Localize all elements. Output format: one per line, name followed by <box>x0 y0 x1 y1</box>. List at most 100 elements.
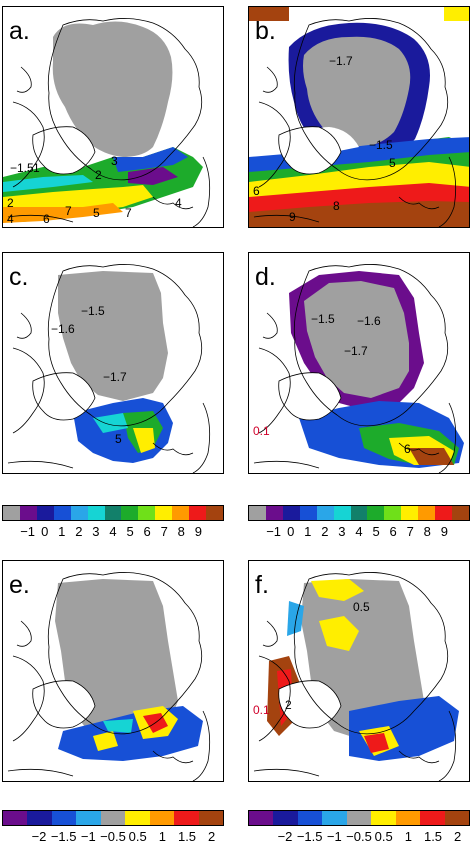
colorbar-swatch <box>316 506 334 520</box>
colorbar-tick-label: 2 <box>321 524 329 539</box>
colorbar-swatch <box>87 506 105 520</box>
map-panel-a: −1.5 1 2 2 3 4 4 5 6 7 7 a. <box>2 6 224 228</box>
contour-label: −1.7 <box>344 344 368 358</box>
contour-label: 5 <box>93 206 100 220</box>
panel-label: d. <box>255 263 276 291</box>
colorbar-swatch <box>121 506 139 520</box>
colorbar-tick-label: 9 <box>440 524 448 539</box>
colorbar-swatch <box>36 506 54 520</box>
colorbar-temperature-right <box>248 505 470 521</box>
colorbar-tick-label: 2 <box>208 829 216 844</box>
colorbar-temperature-left <box>2 505 224 521</box>
colorbar-tick-label: 0.5 <box>374 829 393 844</box>
contour-label: 6 <box>43 212 50 226</box>
colorbar-swatch <box>452 506 469 520</box>
colorbar-swatch <box>70 506 88 520</box>
colorbar-tick-label: 7 <box>406 524 414 539</box>
colorbar-swatch <box>76 811 101 825</box>
colorbar-tick-label: −1 <box>326 829 342 844</box>
colorbar-tick-label: 0.5 <box>128 829 147 844</box>
colorbar-tick-label: 3 <box>338 524 346 539</box>
colorbar-ticks-right: −1 0 1 2 3 4 5 6 7 8 9 <box>248 524 470 540</box>
colorbar-tick-label: 1 <box>304 524 312 539</box>
contour-label: 8 <box>333 199 340 213</box>
contour-label: −1.6 <box>357 314 381 328</box>
colorbar-swatch <box>3 811 28 825</box>
contour-label: 4 <box>175 196 182 210</box>
colorbar-swatch <box>189 506 207 520</box>
contour-label: 5 <box>389 156 396 170</box>
colorbar-tick-label: 2 <box>454 829 462 844</box>
map-panel-d: −1.5 −1.6 −1.7 0.1 6 d. <box>248 252 470 474</box>
colorbar-tick-label: 6 <box>389 524 397 539</box>
colorbar-tick-label: 0 <box>287 524 295 539</box>
colorbar-swatch <box>435 506 453 520</box>
contour-label: −1.5 <box>81 304 105 318</box>
colorbar-tick-label: 8 <box>177 524 185 539</box>
colorbar-tick-label: 4 <box>109 524 117 539</box>
contour-label: 2 <box>285 698 292 712</box>
colorbar-tick-label: −1 <box>80 829 96 844</box>
colorbar-tick-label: 1.5 <box>177 829 197 844</box>
panel-label: b. <box>255 17 276 45</box>
contour-label: 9 <box>289 210 296 224</box>
colorbar-ticks-left: −1 0 1 2 3 4 5 6 7 8 9 <box>2 524 224 540</box>
colorbar-tick-label: 9 <box>194 524 202 539</box>
colorbar-tick-label: 2 <box>75 524 83 539</box>
colorbar-tick-label: 7 <box>160 524 168 539</box>
contour-label: −1.6 <box>51 322 75 336</box>
panel-label: c. <box>9 263 29 291</box>
colorbar-tick-label: 1.5 <box>423 829 443 844</box>
colorbar-swatch <box>206 506 223 520</box>
colorbar-tick-label: 4 <box>355 524 363 539</box>
contour-label: 5 <box>115 432 122 446</box>
contour-label: 6 <box>253 184 260 198</box>
colorbar-swatch <box>282 506 300 520</box>
colorbar-tick-label: 0 <box>41 524 49 539</box>
contour-label: 1 <box>33 161 40 175</box>
colorbar-swatch <box>322 811 347 825</box>
colorbar-swatch <box>172 506 190 520</box>
colorbar-tick-label: −2 <box>277 829 293 844</box>
colorbar-swatch <box>297 811 323 825</box>
colorbar-tick-label: 1 <box>158 829 166 844</box>
colorbar-swatch <box>265 506 283 520</box>
colorbar-swatch <box>273 811 298 825</box>
colorbar-tick-label: 5 <box>126 524 134 539</box>
colorbar-swatch <box>138 506 156 520</box>
map-panel-e: e. <box>2 560 224 782</box>
contour-label: −1.7 <box>329 54 353 68</box>
panel-label: a. <box>9 17 30 45</box>
colorbar-swatch <box>174 811 199 825</box>
colorbar-tick-label: −0.5 <box>346 829 372 844</box>
contour-label: 3 <box>111 154 118 168</box>
colorbar-swatch <box>418 506 436 520</box>
colorbar-swatch <box>420 811 445 825</box>
colorbar-tick-label: −2 <box>31 829 47 844</box>
colorbar-swatch <box>53 506 71 520</box>
colorbar-tick-label: −0.5 <box>100 829 126 844</box>
contour-label: 0.1 <box>253 424 270 438</box>
colorbar-swatch <box>155 506 173 520</box>
colorbar-ticks-right-diff: −2 −1.5 −1 −0.5 0.5 1 1.5 2 <box>248 829 470 845</box>
map-panel-f: 0.5 0.1 2 f. <box>248 560 470 782</box>
colorbar-swatch <box>149 811 175 825</box>
colorbar-swatch <box>444 811 469 825</box>
colorbar-swatch <box>198 811 223 825</box>
colorbar-swatch <box>299 506 317 520</box>
colorbar-swatch <box>395 811 421 825</box>
contour-label: 0.1 <box>253 703 270 717</box>
contour-label: −1.7 <box>103 370 127 384</box>
contour-label: −1.5 <box>369 138 393 152</box>
colorbar-tick-label: −1 <box>266 524 282 539</box>
contour-label: 7 <box>125 206 132 220</box>
colorbar-swatch <box>333 506 351 520</box>
colorbar-swatch <box>100 811 126 825</box>
colorbar-tick-label: −1.5 <box>296 829 323 844</box>
colorbar-difference-left <box>2 810 224 826</box>
colorbar-swatch <box>51 811 77 825</box>
contour-label: 7 <box>65 204 72 218</box>
contour-label: −1.5 <box>311 312 335 326</box>
map-panel-b: −1.7 −1.5 5 6 8 9 b. <box>248 6 470 228</box>
colorbar-swatch <box>249 506 266 520</box>
